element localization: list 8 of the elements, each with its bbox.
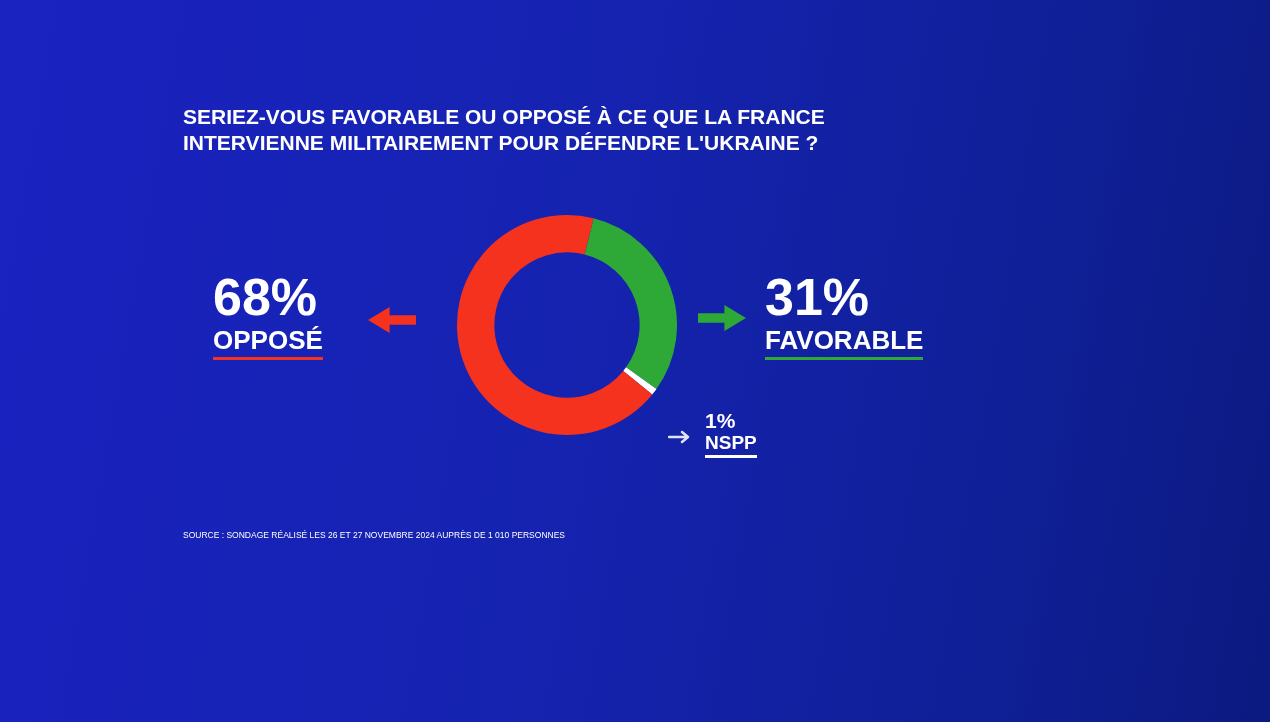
slice-label: OPPOSÉ <box>213 324 323 360</box>
data-label: 68% <box>213 268 319 326</box>
data-label: 1% <box>705 409 737 433</box>
slice-label: NSPP <box>705 432 757 459</box>
data-label: 31% <box>765 268 871 326</box>
source-note: SOURCE : SONDAGE RÉALISÉ LES 26 ET 27 NOVEMBRE 2024 AUPRÈS DE 1 010 PERSONNES <box>183 530 566 540</box>
chart-title: SERIEZ-VOUS FAVORABLE OU OPPOSÉ À CE QUE LA FRANCE INTERVIENNE MILITAIREMENT POUR DÉFENDRE L'UKRAINE ? <box>183 104 826 156</box>
slice-label: FAVORABLE <box>765 324 924 360</box>
